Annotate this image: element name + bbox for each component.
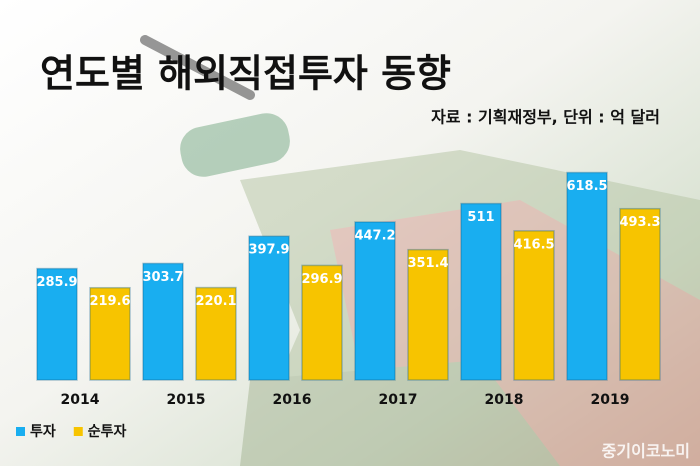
- bar: [619, 207, 661, 381]
- value-label: 351.4: [407, 256, 448, 271]
- legend-swatch: [16, 427, 25, 436]
- legend-swatch: [73, 427, 83, 436]
- value-label: 618.5: [566, 179, 607, 194]
- watermark: 중기이코노미: [602, 442, 690, 461]
- chart-subtitle: 자료 : 기획재정부, 단위 : 억 달러: [431, 108, 660, 127]
- x-tick-label: 2017: [379, 392, 418, 408]
- bar: [142, 262, 184, 381]
- value-label: 219.6: [89, 294, 130, 309]
- value-label: 285.9: [36, 275, 77, 290]
- bar: [460, 202, 502, 381]
- value-label: 416.5: [513, 237, 554, 252]
- x-tick-label: 2019: [591, 392, 630, 408]
- bar: [513, 230, 555, 381]
- legend-label: 순투자: [88, 424, 127, 440]
- x-tick-label: 2018: [485, 392, 524, 408]
- value-label: 447.2: [354, 228, 395, 243]
- value-label: 397.9: [248, 243, 289, 258]
- bar: [89, 286, 131, 381]
- value-label: 493.3: [619, 215, 660, 230]
- x-tick-label: 2014: [61, 392, 100, 408]
- value-label: 220.1: [195, 294, 236, 309]
- bar: [195, 286, 237, 381]
- bar: [301, 264, 343, 381]
- value-label: 511: [467, 210, 494, 225]
- bar: [407, 248, 449, 381]
- chart-title: 연도별 해외직접투자 동향: [40, 52, 451, 96]
- x-tick-label: 2015: [167, 392, 206, 408]
- value-label: 296.9: [301, 272, 342, 287]
- bar: [566, 171, 608, 381]
- value-label: 303.7: [142, 270, 183, 285]
- bar: [248, 235, 290, 381]
- bar: [36, 267, 78, 381]
- bar: [354, 221, 396, 381]
- x-tick-label: 2016: [273, 392, 312, 408]
- legend-label: 투자: [30, 424, 56, 440]
